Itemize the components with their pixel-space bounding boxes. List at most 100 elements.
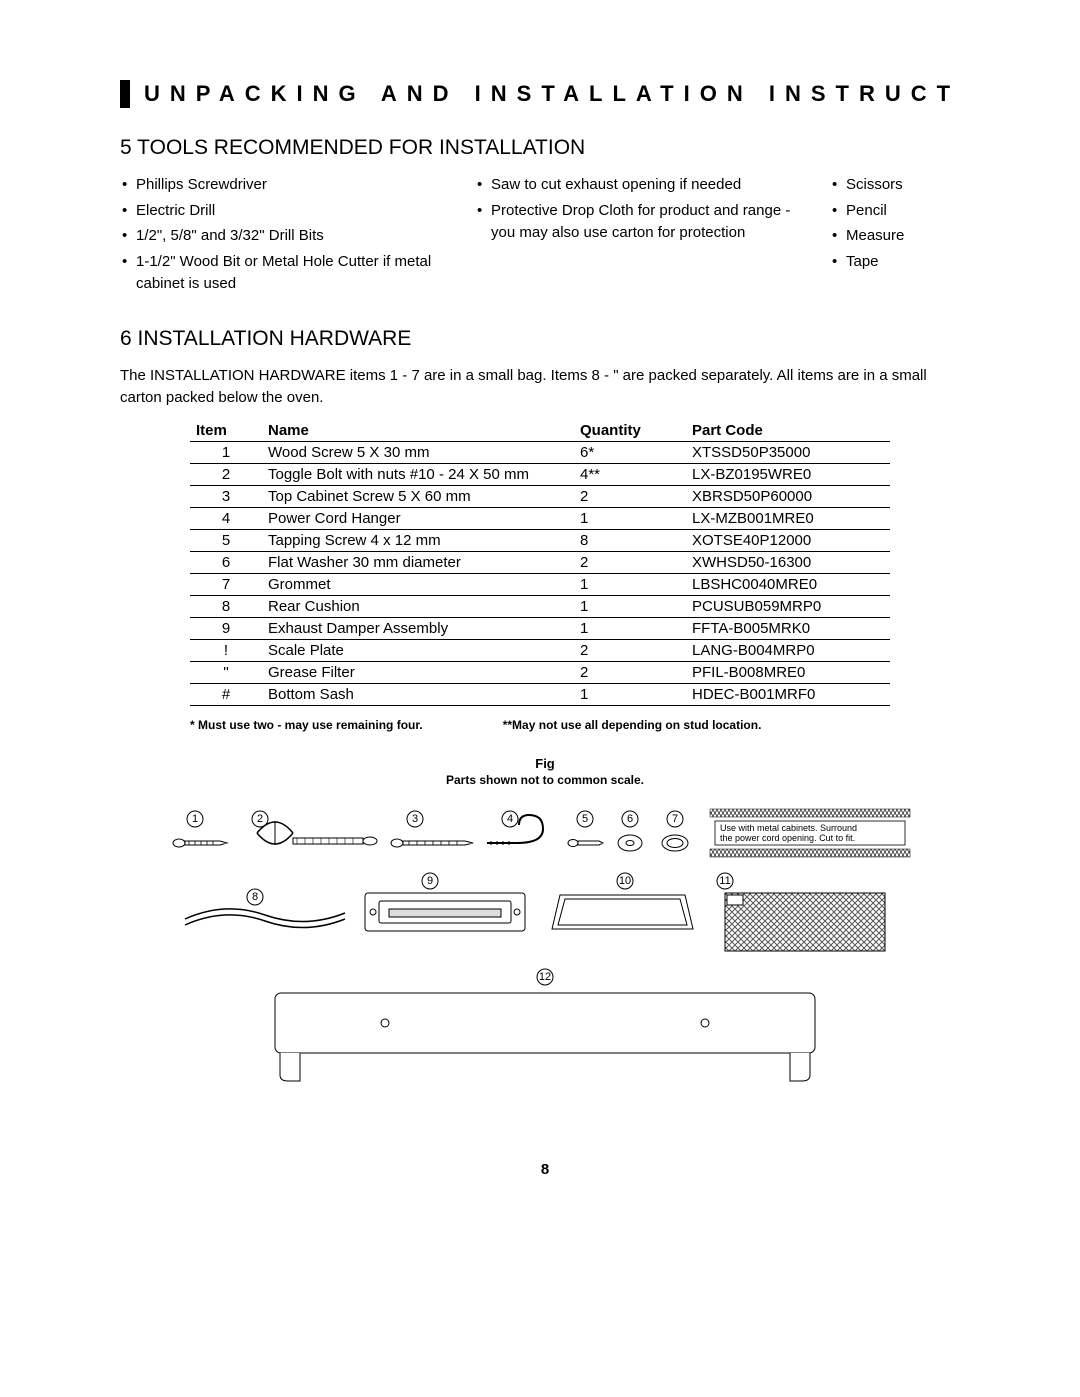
table-row: 3Top Cabinet Screw 5 X 60 mm2XBRSD50P600… — [190, 485, 890, 507]
section-6-number: 6 — [120, 327, 132, 350]
cell-part-code: LX-MZB001MRE0 — [686, 507, 890, 529]
callout-9-icon: 9 — [422, 873, 438, 889]
cell-part-code: FFTA-B005MRK0 — [686, 617, 890, 639]
th-part-code: Part Code — [686, 420, 890, 442]
cell-quantity: 4** — [574, 463, 686, 485]
cell-part-code: LBSHC0040MRE0 — [686, 573, 890, 595]
grommet-note-line2: the power cord opening. Cut to fit. — [720, 833, 855, 843]
table-row: 7Grommet1LBSHC0040MRE0 — [190, 573, 890, 595]
cell-quantity: 8 — [574, 529, 686, 551]
cell-name: Tapping Screw 4 x 12 mm — [262, 529, 574, 551]
callout-7-icon: 7 — [667, 811, 683, 827]
table-row: !Scale Plate2LANG-B004MRP0 — [190, 639, 890, 661]
cell-part-code: PCUSUB059MRP0 — [686, 595, 890, 617]
svg-text:7: 7 — [672, 813, 678, 825]
cell-quantity: 2 — [574, 485, 686, 507]
cell-quantity: 1 — [574, 573, 686, 595]
cell-quantity: 2 — [574, 551, 686, 573]
tool-item: Tape — [830, 251, 970, 274]
svg-text:2: 2 — [257, 813, 263, 825]
cell-name: Power Cord Hanger — [262, 507, 574, 529]
cell-item: 1 — [190, 441, 262, 463]
cell-item: 7 — [190, 573, 262, 595]
table-row: 2Toggle Bolt with nuts #10 - 24 X 50 mm4… — [190, 463, 890, 485]
cell-name: Flat Washer 30 mm diameter — [262, 551, 574, 573]
cell-item: 3 — [190, 485, 262, 507]
callout-1-icon: 1 — [187, 811, 203, 827]
th-item: Item — [190, 420, 262, 442]
header-accent-bar — [120, 80, 130, 108]
cell-quantity: 1 — [574, 683, 686, 705]
cell-name: Exhaust Damper Assembly — [262, 617, 574, 639]
figure-label: Fig — [120, 756, 970, 771]
part-5-tapping-screw-icon — [568, 839, 603, 846]
tools-col-2: Saw to cut exhaust opening if needed Pro… — [475, 174, 800, 299]
grommet-strip-icon: Use with metal cabinets. Surround the po… — [710, 809, 910, 857]
cell-part-code: PFIL-B008MRE0 — [686, 661, 890, 683]
hardware-table: Item Name Quantity Part Code 1Wood Screw… — [190, 420, 890, 706]
table-row: 1Wood Screw 5 X 30 mm6*XTSSD50P35000 — [190, 441, 890, 463]
cell-name: Bottom Sash — [262, 683, 574, 705]
callout-10-icon: 10 — [617, 873, 633, 889]
svg-text:6: 6 — [627, 813, 633, 825]
callout-8-icon: 8 — [247, 889, 263, 905]
table-row: 8Rear Cushion1PCUSUB059MRP0 — [190, 595, 890, 617]
svg-text:4: 4 — [507, 813, 513, 825]
cell-quantity: 2 — [574, 661, 686, 683]
part-10-scale-plate-icon — [552, 895, 693, 929]
cell-part-code: LANG-B004MRP0 — [686, 639, 890, 661]
cell-item: " — [190, 661, 262, 683]
cell-item: # — [190, 683, 262, 705]
cell-name: Grommet — [262, 573, 574, 595]
cell-name: Top Cabinet Screw 5 X 60 mm — [262, 485, 574, 507]
tool-item: Saw to cut exhaust opening if needed — [475, 174, 800, 197]
cell-quantity: 1 — [574, 507, 686, 529]
svg-text:9: 9 — [427, 875, 433, 887]
tool-item: 1-1/2" Wood Bit or Metal Hole Cutter if … — [120, 251, 445, 296]
hardware-intro: The INSTALLATION HARDWARE items 1 - 7 ar… — [120, 365, 970, 410]
cell-part-code: LX-BZ0195WRE0 — [686, 463, 890, 485]
svg-text:5: 5 — [582, 813, 588, 825]
svg-text:1: 1 — [192, 813, 198, 825]
tool-item: Pencil — [830, 200, 970, 223]
footnote-2: **May not use all depending on stud loca… — [503, 718, 762, 732]
tool-item: Phillips Screwdriver — [120, 174, 445, 197]
section-6-heading: INSTALLATION HARDWARE — [138, 327, 412, 350]
part-12-bottom-sash-icon — [275, 993, 815, 1081]
cell-part-code: XOTSE40P12000 — [686, 529, 890, 551]
part-8-rear-cushion-icon — [185, 908, 345, 927]
cell-part-code: HDEC-B001MRF0 — [686, 683, 890, 705]
th-name: Name — [262, 420, 574, 442]
table-row: #Bottom Sash1HDEC-B001MRF0 — [190, 683, 890, 705]
page-number: 8 — [120, 1161, 970, 1178]
tools-col-3: Scissors Pencil Measure Tape — [830, 174, 970, 299]
section-5-heading: TOOLS RECOMMENDED FOR INSTALLATION — [137, 136, 585, 159]
part-6-flat-washer-icon — [618, 835, 642, 851]
table-row: 9Exhaust Damper Assembly1FFTA-B005MRK0 — [190, 617, 890, 639]
part-3-top-cabinet-screw-icon — [391, 839, 473, 847]
cell-item: ! — [190, 639, 262, 661]
cell-item: 2 — [190, 463, 262, 485]
footnote-1: * Must use two - may use remaining four. — [190, 718, 423, 732]
section-6-title: 6 INSTALLATION HARDWARE — [120, 327, 970, 351]
table-row: 4Power Cord Hanger1LX-MZB001MRE0 — [190, 507, 890, 529]
cell-item: 8 — [190, 595, 262, 617]
part-7-grommet-icon — [662, 835, 688, 851]
cell-part-code: XTSSD50P35000 — [686, 441, 890, 463]
tool-item: Electric Drill — [120, 200, 445, 223]
tools-columns: Phillips Screwdriver Electric Drill 1/2"… — [120, 174, 970, 299]
part-2-toggle-bolt-icon — [257, 821, 377, 845]
section-5-title: 5 TOOLS RECOMMENDED FOR INSTALLATION — [120, 136, 970, 160]
cell-name: Rear Cushion — [262, 595, 574, 617]
part-1-wood-screw-icon — [173, 839, 227, 847]
cell-item: 9 — [190, 617, 262, 639]
part-9-exhaust-damper-icon — [365, 893, 525, 931]
tool-item: 1/2", 5/8" and 3/32" Drill Bits — [120, 225, 445, 248]
tool-item: Protective Drop Cloth for product and ra… — [475, 200, 800, 245]
grommet-note-line1: Use with metal cabinets. Surround — [720, 823, 857, 833]
callout-3-icon: 3 — [407, 811, 423, 827]
svg-text:10: 10 — [619, 875, 631, 887]
table-row: 6Flat Washer 30 mm diameter2XWHSD50-1630… — [190, 551, 890, 573]
callout-5-icon: 5 — [577, 811, 593, 827]
part-11-grease-filter-icon — [725, 893, 885, 951]
